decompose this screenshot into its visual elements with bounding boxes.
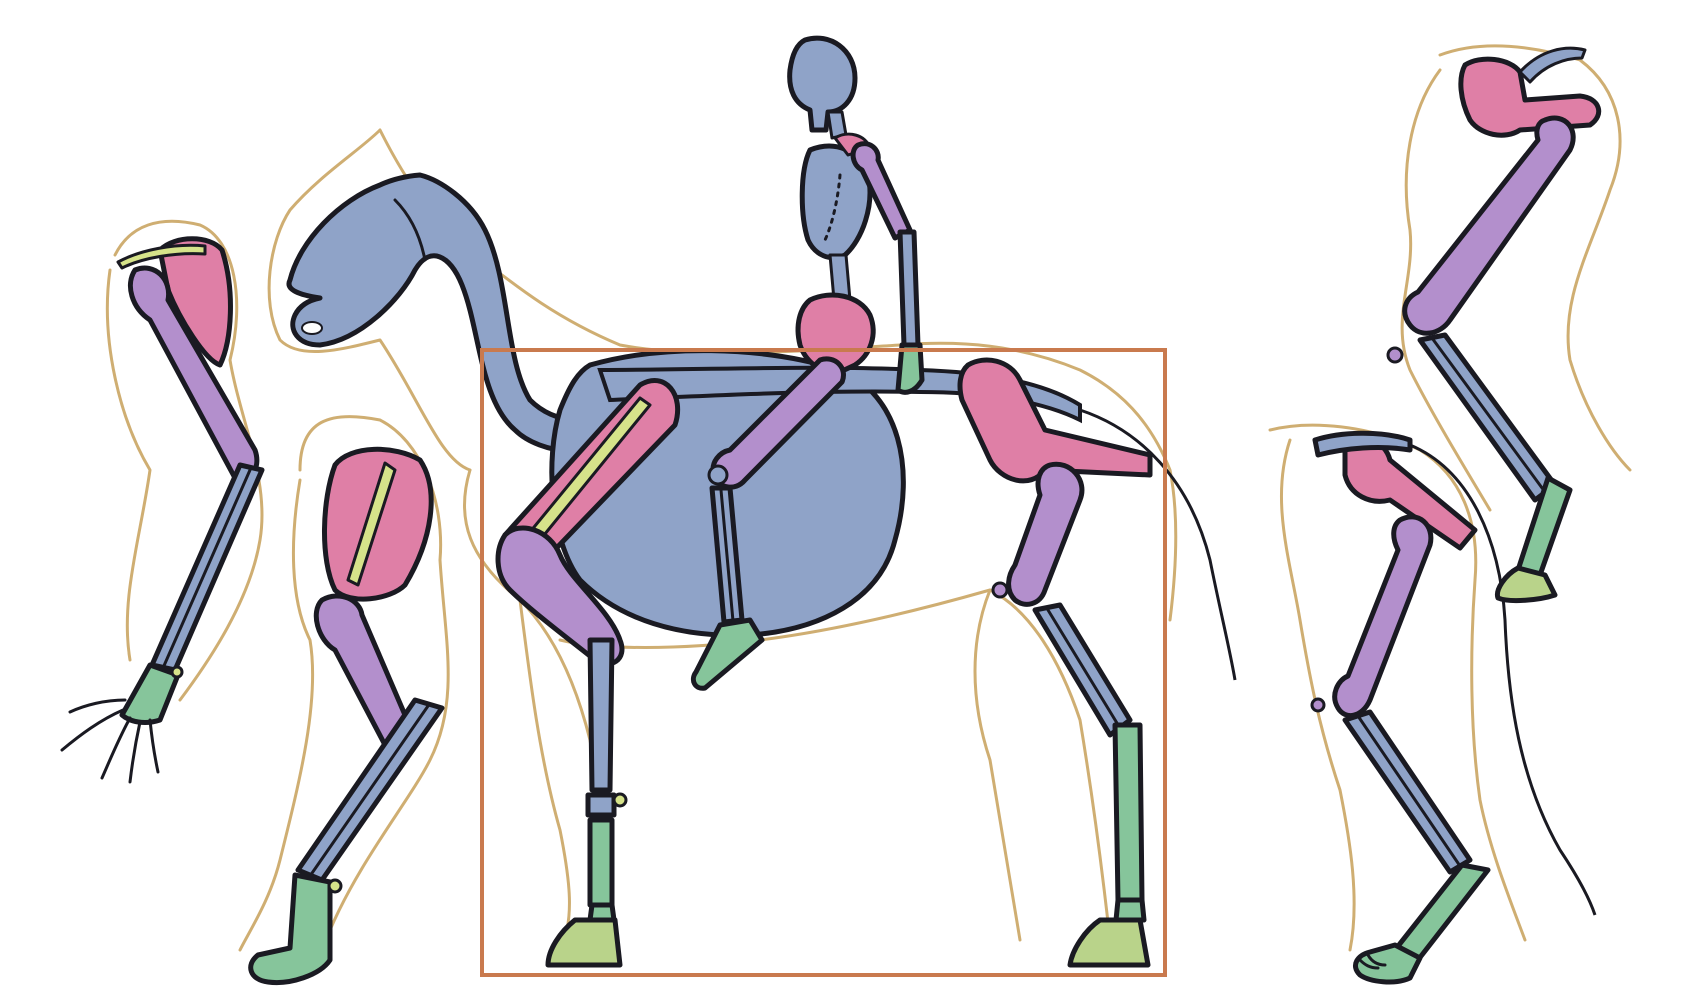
- human-arm-skeleton: [60, 219, 265, 784]
- rider-forearm: [897, 229, 921, 348]
- horse-pelvis: [957, 357, 1153, 484]
- raised-pelvis: [1458, 56, 1602, 138]
- rider-hand: [895, 342, 925, 395]
- focus-frame: [480, 348, 1167, 977]
- horse-hind-leg-raised-skeleton: [1386, 44, 1632, 604]
- horse-hind-hoof: [1067, 917, 1151, 968]
- horse-front-hoof: [545, 917, 623, 968]
- horse-and-rider-skeleton: [286, 35, 1237, 968]
- horse-eye-socket: [301, 321, 323, 335]
- human-leg-skeleton: [238, 415, 450, 986]
- femur: [313, 593, 411, 749]
- hind-femur: [1332, 514, 1434, 718]
- raised-tail-stub: [1518, 46, 1587, 84]
- hind-spine-segment: [1312, 430, 1413, 458]
- horse-hind-cannon: [1112, 722, 1145, 903]
- horse-humerus: [495, 525, 625, 667]
- sacrum-accent: [346, 461, 397, 587]
- horse-femur: [1006, 461, 1085, 607]
- pisiform: [170, 665, 184, 679]
- finger-bones: [60, 698, 160, 784]
- horse-front-radius: [587, 637, 615, 793]
- hind-tail: [1409, 443, 1597, 916]
- rider-pelvis: [795, 292, 876, 375]
- hind-cannon: [1392, 862, 1491, 963]
- hind-paw: [1353, 942, 1423, 985]
- horse-skull-and-neck: [286, 172, 643, 455]
- horse-tibia: [1032, 602, 1133, 738]
- raised-hoof: [1494, 565, 1558, 604]
- foot-bones: [248, 872, 333, 986]
- horse-front-cannon: [587, 817, 615, 908]
- rider-skull: [787, 35, 858, 133]
- hand-bones: [119, 662, 181, 725]
- calcaneus-marker: [327, 878, 343, 894]
- hind-tibia: [1342, 709, 1473, 875]
- clavicle: [116, 243, 207, 270]
- raised-cannon: [1515, 475, 1573, 578]
- horse-hind-leg-skeleton: [1268, 423, 1597, 985]
- rider-foot: [690, 617, 765, 691]
- scapula: [157, 236, 233, 368]
- raised-tibia: [1417, 332, 1558, 503]
- raised-femur: [1402, 115, 1576, 336]
- horse-tail: [1079, 408, 1237, 681]
- horse-front-carpus: [585, 792, 617, 818]
